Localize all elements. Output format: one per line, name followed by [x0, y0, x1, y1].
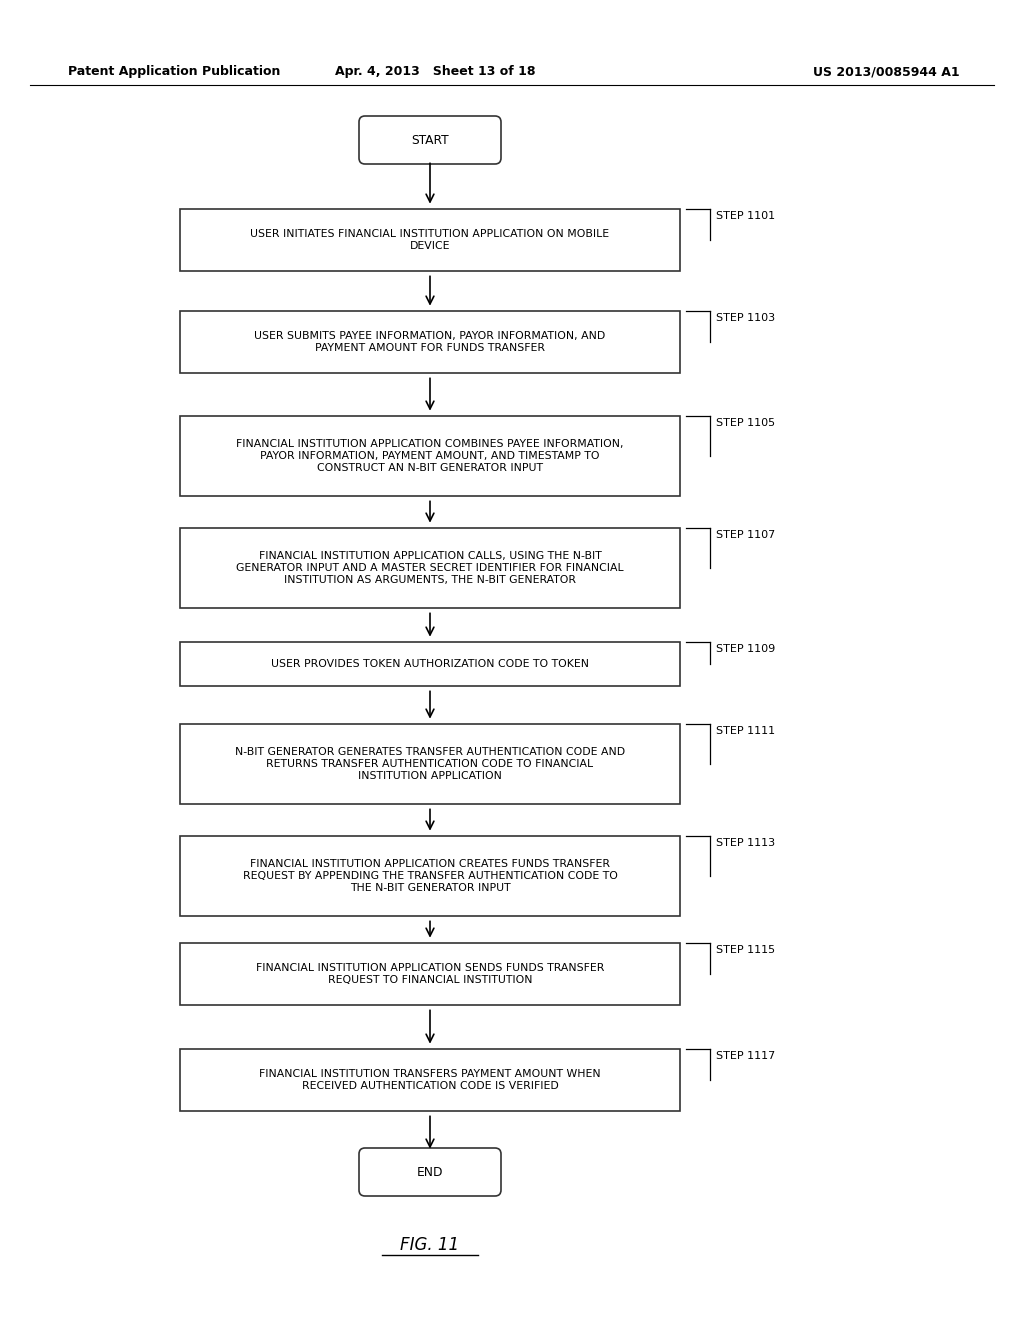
Bar: [180, 942, 680, 1005]
FancyBboxPatch shape: [359, 116, 501, 164]
Text: USER INITIATES FINANCIAL INSTITUTION APPLICATION ON MOBILE
DEVICE: USER INITIATES FINANCIAL INSTITUTION APP…: [251, 228, 609, 251]
FancyBboxPatch shape: [359, 1148, 501, 1196]
Bar: [180, 416, 680, 496]
Bar: [180, 723, 680, 804]
Text: FIG. 11: FIG. 11: [400, 1236, 460, 1254]
Text: US 2013/0085944 A1: US 2013/0085944 A1: [813, 66, 961, 78]
Text: STEP 1107: STEP 1107: [716, 531, 775, 540]
Text: STEP 1113: STEP 1113: [716, 838, 775, 847]
Text: N-BIT GENERATOR GENERATES TRANSFER AUTHENTICATION CODE AND
RETURNS TRANSFER AUTH: N-BIT GENERATOR GENERATES TRANSFER AUTHE…: [234, 747, 625, 781]
Text: Apr. 4, 2013   Sheet 13 of 18: Apr. 4, 2013 Sheet 13 of 18: [335, 66, 536, 78]
Text: FINANCIAL INSTITUTION APPLICATION SENDS FUNDS TRANSFER
REQUEST TO FINANCIAL INST: FINANCIAL INSTITUTION APPLICATION SENDS …: [256, 962, 604, 985]
Text: STEP 1103: STEP 1103: [716, 313, 775, 323]
Bar: [180, 642, 680, 686]
Text: FINANCIAL INSTITUTION APPLICATION CALLS, USING THE N-BIT
GENERATOR INPUT AND A M: FINANCIAL INSTITUTION APPLICATION CALLS,…: [237, 550, 624, 585]
Text: END: END: [417, 1166, 443, 1179]
Text: START: START: [412, 133, 449, 147]
Text: STEP 1101: STEP 1101: [716, 211, 775, 220]
Bar: [180, 312, 680, 374]
Bar: [180, 836, 680, 916]
Text: USER SUBMITS PAYEE INFORMATION, PAYOR INFORMATION, AND
PAYMENT AMOUNT FOR FUNDS : USER SUBMITS PAYEE INFORMATION, PAYOR IN…: [254, 331, 605, 354]
Text: Patent Application Publication: Patent Application Publication: [68, 66, 281, 78]
Bar: [180, 1049, 680, 1111]
Text: STEP 1105: STEP 1105: [716, 418, 775, 428]
Text: FINANCIAL INSTITUTION APPLICATION COMBINES PAYEE INFORMATION,
PAYOR INFORMATION,: FINANCIAL INSTITUTION APPLICATION COMBIN…: [237, 438, 624, 474]
Bar: [180, 528, 680, 609]
Text: STEP 1115: STEP 1115: [716, 945, 775, 954]
Text: FINANCIAL INSTITUTION TRANSFERS PAYMENT AMOUNT WHEN
RECEIVED AUTHENTICATION CODE: FINANCIAL INSTITUTION TRANSFERS PAYMENT …: [259, 1069, 601, 1092]
Text: STEP 1109: STEP 1109: [716, 644, 775, 653]
Text: STEP 1117: STEP 1117: [716, 1051, 775, 1061]
Text: USER PROVIDES TOKEN AUTHORIZATION CODE TO TOKEN: USER PROVIDES TOKEN AUTHORIZATION CODE T…: [271, 659, 589, 669]
Text: STEP 1111: STEP 1111: [716, 726, 775, 737]
Text: FINANCIAL INSTITUTION APPLICATION CREATES FUNDS TRANSFER
REQUEST BY APPENDING TH: FINANCIAL INSTITUTION APPLICATION CREATE…: [243, 858, 617, 894]
Bar: [180, 209, 680, 271]
